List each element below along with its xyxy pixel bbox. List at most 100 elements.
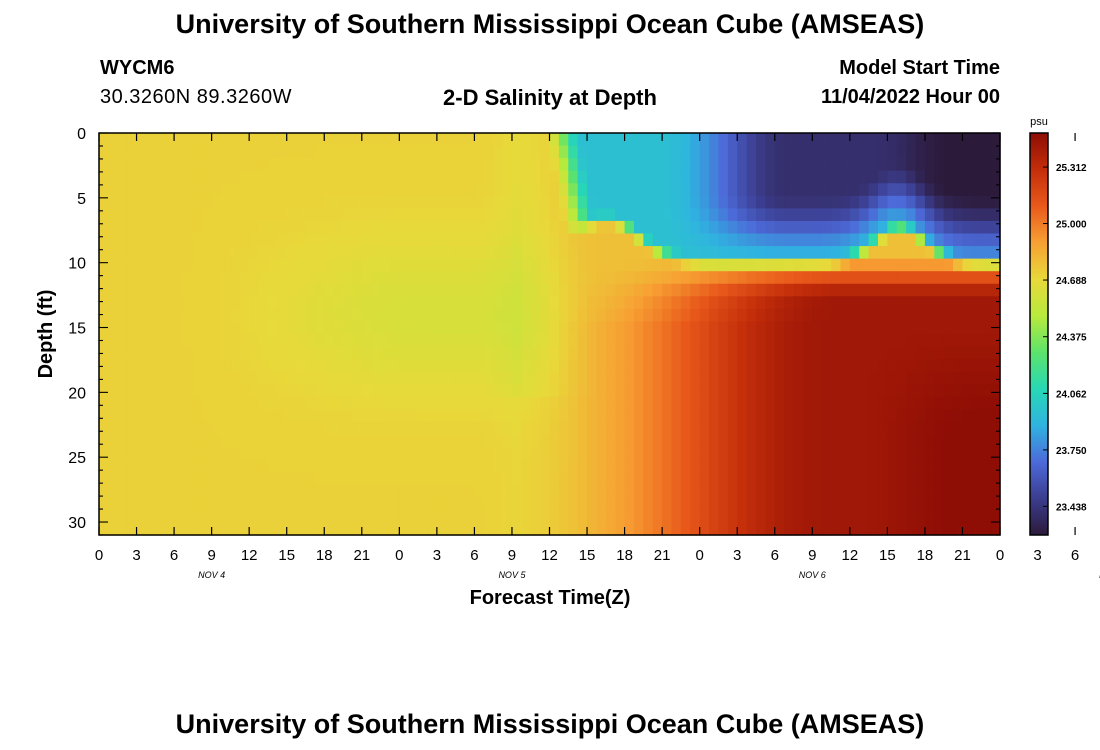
heatmap-cell [324, 409, 335, 423]
heatmap-cell [690, 208, 701, 222]
heatmap-cell [915, 421, 926, 436]
heatmap-cell [680, 283, 691, 297]
heatmap-cell [465, 233, 476, 247]
heatmap-cell [211, 522, 222, 536]
heatmap-cell [446, 220, 457, 235]
heatmap-cell [662, 233, 673, 247]
heatmap-cell [239, 321, 250, 335]
heatmap-cell [408, 346, 419, 360]
heatmap-cell [587, 220, 598, 235]
heatmap-cell [821, 484, 832, 498]
heatmap-cell [436, 421, 447, 436]
heatmap-cell [249, 346, 260, 360]
heatmap-cell [258, 497, 269, 511]
heatmap-cell [934, 233, 945, 247]
heatmap-cell [427, 145, 438, 159]
heatmap-cell [831, 447, 842, 461]
heatmap-cell [127, 170, 138, 184]
heatmap-cell [174, 271, 185, 285]
heatmap-cell [990, 195, 1001, 209]
heatmap-cell [859, 321, 870, 335]
heatmap-cell [474, 208, 485, 222]
heatmap-cell [615, 384, 626, 398]
heatmap-cell [624, 359, 635, 373]
heatmap-cell [127, 359, 138, 373]
heatmap-cell [774, 421, 785, 436]
heatmap-cell [718, 371, 729, 385]
heatmap-cell [277, 472, 288, 486]
heatmap-cell [183, 459, 194, 473]
heatmap-cell [643, 246, 654, 260]
heatmap-cell [877, 447, 888, 461]
heatmap-cell [755, 296, 766, 310]
heatmap-cell [953, 296, 964, 310]
heatmap-cell [943, 396, 954, 410]
heatmap-cell [727, 258, 738, 272]
heatmap-cell [127, 409, 138, 423]
heatmap-cell [896, 409, 907, 423]
heatmap-cell [361, 170, 372, 184]
heatmap-cell [136, 308, 147, 323]
heatmap-cell [915, 334, 926, 348]
heatmap-cell [408, 145, 419, 159]
heatmap-cell [343, 421, 354, 436]
heatmap-cell [615, 283, 626, 297]
heatmap-cell [239, 133, 250, 147]
heatmap-cell [849, 321, 860, 335]
heatmap-cell [314, 334, 325, 348]
heatmap-cell [802, 472, 813, 486]
heatmap-cell [755, 396, 766, 410]
heatmap-cell [906, 321, 917, 335]
heatmap-cell [286, 145, 297, 159]
heatmap-cell [108, 246, 119, 260]
heatmap-cell [221, 170, 231, 184]
heatmap-cell [192, 308, 203, 323]
heatmap-cell [962, 421, 973, 436]
heatmap-cell [906, 447, 917, 461]
heatmap-cell [887, 233, 898, 247]
heatmap-cell [662, 371, 673, 385]
heatmap-cell [221, 208, 231, 222]
heatmap-cell [587, 509, 598, 524]
heatmap-cell [831, 472, 842, 486]
heatmap-cell [164, 334, 175, 348]
heatmap-cell [793, 384, 804, 398]
heatmap-cell [662, 246, 673, 260]
heatmap-cell [784, 409, 795, 423]
heatmap-cell [596, 271, 607, 285]
heatmap-cell [389, 133, 400, 147]
heatmap-cell [267, 396, 278, 410]
heatmap-cell [408, 283, 419, 297]
heatmap-cell [615, 220, 626, 235]
heatmap-cell [587, 158, 598, 172]
heatmap-cell [221, 359, 231, 373]
heatmap-cell [371, 484, 382, 498]
heatmap-cell [408, 371, 419, 385]
heatmap-cell [793, 459, 804, 473]
heatmap-cell [727, 409, 738, 423]
heatmap-cell [849, 283, 860, 297]
heatmap-cell [418, 434, 429, 448]
heatmap-cell [530, 497, 541, 511]
heatmap-cell [605, 497, 616, 511]
heatmap-cell [502, 158, 513, 172]
heatmap-cell [990, 208, 1001, 222]
heatmap-cell [230, 522, 241, 536]
heatmap-cell [549, 384, 560, 398]
heatmap-cell [164, 497, 175, 511]
heatmap-cell [324, 359, 335, 373]
heatmap-cell [174, 421, 185, 436]
heatmap-cell [643, 170, 654, 184]
heatmap-cell [249, 271, 260, 285]
heatmap-cell [877, 371, 888, 385]
heatmap-cell [239, 258, 250, 272]
heatmap-cell [549, 459, 560, 473]
heatmap-cell [145, 384, 156, 398]
heatmap-cell [943, 195, 954, 209]
heatmap-cell [568, 183, 579, 197]
heatmap-cell [389, 183, 400, 197]
heatmap-cell [155, 183, 166, 197]
colorbar-tick-label: 23.438 [1056, 502, 1087, 513]
colorbar-gradient [1029, 132, 1049, 536]
heatmap-cell [258, 296, 269, 310]
